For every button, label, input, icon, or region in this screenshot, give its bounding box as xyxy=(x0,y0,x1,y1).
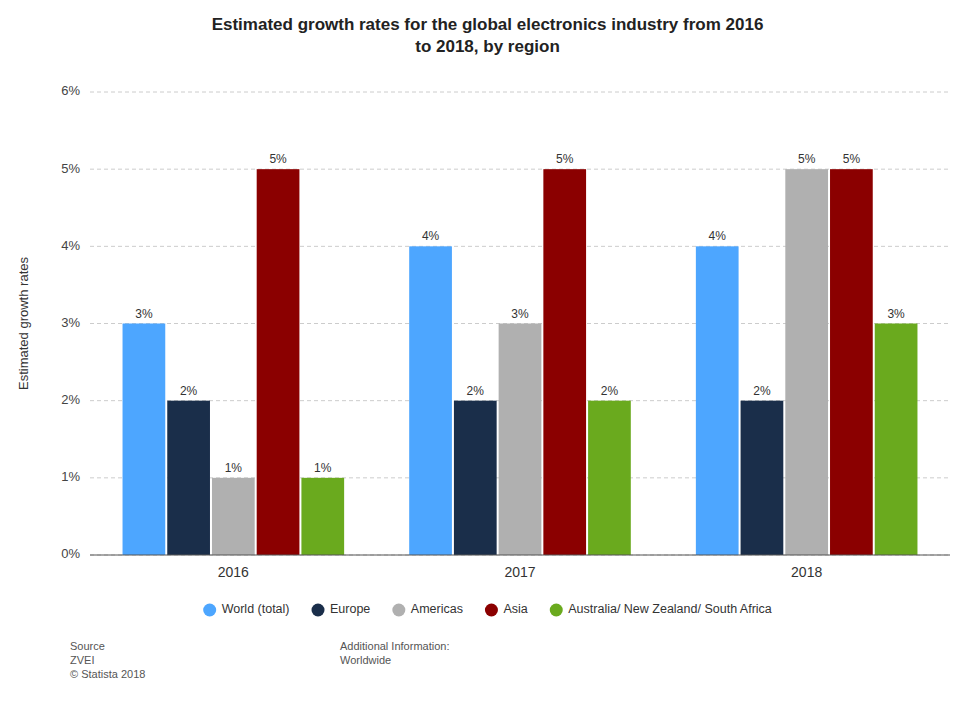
legend-item: Americas xyxy=(392,602,463,616)
bars xyxy=(123,169,918,555)
bar xyxy=(785,169,828,555)
legend-item: Australia/ New Zealand/ South Africa xyxy=(550,602,772,616)
data-label: 2% xyxy=(753,384,771,398)
y-ticks: 0% 1% 2% 3% 4% 5% 6% xyxy=(61,83,80,561)
legend-label: Americas xyxy=(411,602,463,616)
data-label: 1% xyxy=(225,461,243,475)
legend-label: Australia/ New Zealand/ South Africa xyxy=(568,602,772,616)
y-axis-label: Estimated growth rates xyxy=(16,257,31,390)
bar xyxy=(167,401,210,555)
y-tick-label: 4% xyxy=(61,238,80,253)
legend-item: World (total) xyxy=(203,602,289,616)
text-line: © Statista 2018 xyxy=(70,668,145,680)
grid-line xyxy=(90,555,950,556)
bar xyxy=(696,246,739,555)
data-labels: 3% 4% 4% 2% 2% 2% 1% 3% 5% 5% 5% 5% 1% 2% 3% xyxy=(135,152,905,475)
legend-label: Europe xyxy=(330,602,370,616)
data-label: 3% xyxy=(887,307,905,321)
legend-marker xyxy=(203,604,216,617)
x-tick-label: 2016 xyxy=(218,564,249,580)
bar xyxy=(212,478,255,555)
x-tick-label: 2018 xyxy=(791,564,822,580)
bar xyxy=(588,401,631,555)
data-label: 5% xyxy=(556,152,574,166)
bar xyxy=(123,324,166,556)
data-label: 2% xyxy=(467,384,485,398)
text-line: Estimated growth rates for the global el… xyxy=(212,15,764,34)
annotation: Additional Information: Worldwide xyxy=(340,640,449,666)
y-tick-label: 5% xyxy=(61,161,80,176)
data-label: 3% xyxy=(135,307,153,321)
data-label: 4% xyxy=(422,229,440,243)
legend-marker xyxy=(392,604,405,617)
bar xyxy=(543,169,586,555)
data-label: 2% xyxy=(601,384,619,398)
y-tick-label: 1% xyxy=(61,469,80,484)
y-tick-label: 3% xyxy=(61,315,80,330)
bar xyxy=(454,401,497,555)
x-ticks: 2016 2017 2018 xyxy=(218,564,823,580)
legend-label: World (total) xyxy=(222,602,290,616)
x-tick-label: 2017 xyxy=(504,564,535,580)
bar xyxy=(875,324,918,556)
y-tick-label: 6% xyxy=(61,83,80,98)
legend-marker xyxy=(550,604,563,617)
bar xyxy=(409,246,452,555)
legend-marker xyxy=(485,604,498,617)
grid-line xyxy=(90,92,950,93)
data-label: 5% xyxy=(843,152,861,166)
legend-label: Asia xyxy=(503,602,527,616)
legend-marker xyxy=(312,604,325,617)
data-label: 1% xyxy=(314,461,332,475)
bar xyxy=(257,169,300,555)
text-line: Additional Information: xyxy=(340,640,449,652)
grid xyxy=(90,92,950,555)
title: Estimated growth rates for the global el… xyxy=(212,15,764,56)
data-label: 5% xyxy=(798,152,816,166)
bar xyxy=(499,324,542,556)
y-tick-label: 0% xyxy=(61,546,80,561)
annotation: Source ZVEI © Statista 2018 xyxy=(70,640,145,680)
legend: World (total) Europe Americas Asia Australia… xyxy=(203,602,772,616)
x-axis-line xyxy=(90,555,950,556)
data-label: 2% xyxy=(180,384,198,398)
data-label: 5% xyxy=(269,152,287,166)
legend-item: Asia xyxy=(485,602,528,616)
text-line: to 2018, by region xyxy=(415,37,560,56)
text-line: Source xyxy=(70,640,105,652)
bar xyxy=(830,169,873,555)
bar xyxy=(741,401,784,555)
data-label: 4% xyxy=(709,229,727,243)
annotations: Source ZVEI © Statista 2018 Additional Info… xyxy=(70,640,449,680)
text-line: Worldwide xyxy=(340,654,391,666)
data-label: 3% xyxy=(511,307,529,321)
y-tick-label: 2% xyxy=(61,392,80,407)
text-line: ZVEI xyxy=(70,654,94,666)
chart: Estimated growth rates for the global el… xyxy=(0,0,975,724)
page: {"chart_data": { "type": "bar", "title":… xyxy=(0,0,975,724)
bar xyxy=(301,478,344,555)
legend-item: Europe xyxy=(312,602,371,616)
